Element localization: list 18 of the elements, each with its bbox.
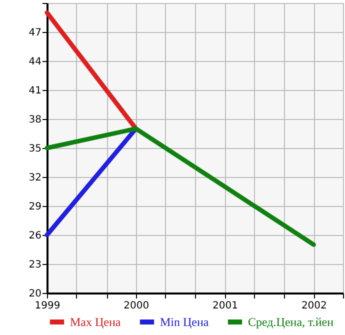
y-tick-label: 29 bbox=[28, 202, 42, 212]
y-tick-label: 23 bbox=[28, 260, 42, 270]
y-tick-label: 20 bbox=[28, 288, 42, 300]
y-tick-label: 35 bbox=[28, 144, 42, 154]
y-tick-label: 47 bbox=[28, 28, 42, 38]
x-tick-label: 1999 bbox=[34, 300, 60, 312]
y-tick-label: 41 bbox=[28, 86, 42, 96]
legend-label: Сред.Цена, т.йен bbox=[248, 315, 334, 329]
y-tick-label: 38 bbox=[28, 114, 42, 126]
y-tick-label: 44 bbox=[28, 56, 42, 68]
y-tick-label: 26 bbox=[28, 230, 42, 242]
legend-label: Min Цена bbox=[160, 315, 210, 329]
x-tick-label: 2002 bbox=[301, 300, 327, 312]
y-tick-label: 32 bbox=[28, 172, 42, 184]
legend-label: Max Цена bbox=[70, 315, 122, 329]
x-tick-label: 2001 bbox=[212, 300, 238, 312]
x-tick-label: 2000 bbox=[124, 300, 150, 312]
line-series bbox=[44, 126, 316, 247]
